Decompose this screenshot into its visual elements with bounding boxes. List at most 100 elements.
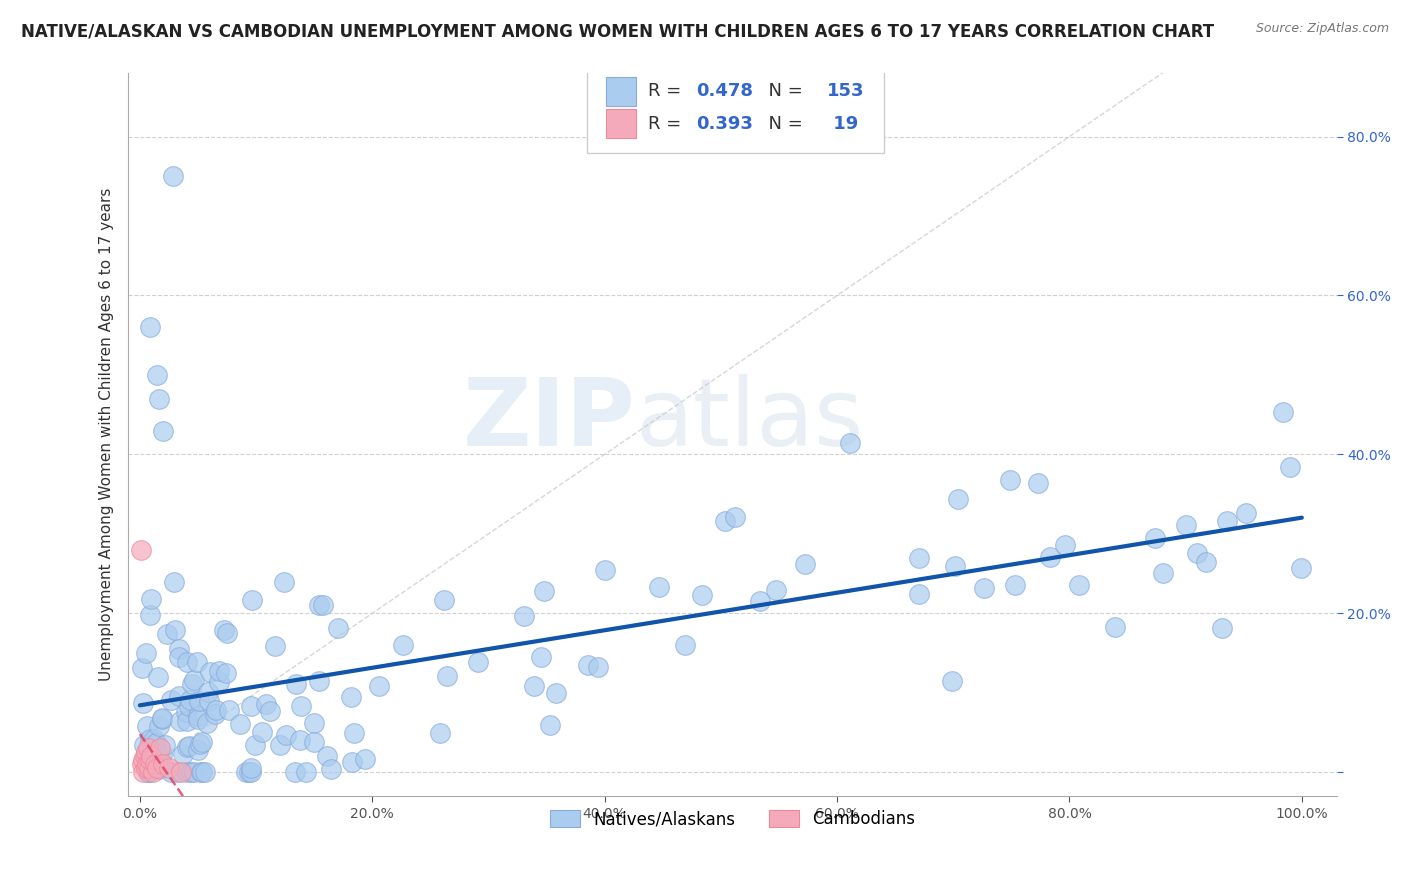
Point (148, 719, 170, 733)
Point (576, 658, 599, 673)
Point (160, 765, 183, 780)
Point (208, 664, 231, 678)
Point (240, 698, 263, 713)
Point (793, 558, 815, 572)
Point (136, 765, 159, 780)
Point (176, 765, 198, 780)
Point (195, 715, 218, 730)
Point (160, 693, 183, 707)
Point (302, 715, 325, 730)
Y-axis label: Unemployment Among Women with Children Ages 6 to 17 years: Unemployment Among Women with Children A… (100, 188, 114, 681)
Point (586, 660, 609, 674)
Point (139, 320, 162, 334)
Point (150, 712, 173, 726)
Point (191, 765, 214, 780)
Point (135, 745, 157, 759)
Point (259, 704, 281, 718)
Point (148, 751, 170, 765)
Point (162, 169, 184, 184)
Point (748, 594, 770, 608)
Point (1004, 578, 1026, 592)
Point (513, 609, 536, 624)
Point (138, 765, 160, 780)
Point (229, 717, 252, 731)
Text: Source: ZipAtlas.com: Source: ZipAtlas.com (1256, 22, 1389, 36)
Point (1053, 538, 1076, 552)
Point (1039, 550, 1062, 565)
Point (342, 756, 364, 770)
Point (136, 719, 159, 733)
Text: 153: 153 (827, 82, 865, 100)
Point (167, 641, 190, 656)
Text: 19: 19 (827, 114, 858, 133)
Point (243, 738, 266, 752)
Point (152, 757, 174, 772)
FancyBboxPatch shape (606, 77, 636, 105)
Point (131, 757, 153, 772)
Point (308, 599, 330, 613)
Point (533, 584, 555, 599)
Text: ZIP: ZIP (463, 374, 636, 467)
Point (273, 574, 295, 589)
Point (973, 581, 995, 595)
Text: atlas: atlas (636, 374, 865, 467)
Point (1175, 517, 1198, 532)
Point (145, 736, 167, 750)
Point (274, 727, 297, 741)
Point (148, 670, 170, 684)
Point (1279, 460, 1302, 475)
Point (148, 392, 170, 406)
Point (308, 674, 330, 689)
FancyBboxPatch shape (588, 68, 883, 153)
Text: NATIVE/ALASKAN VS CAMBODIAN UNEMPLOYMENT AMONG WOMEN WITH CHILDREN AGES 6 TO 17 : NATIVE/ALASKAN VS CAMBODIAN UNEMPLOYMENT… (21, 22, 1215, 40)
Point (150, 747, 173, 761)
Point (316, 749, 339, 764)
Point (343, 726, 366, 740)
Text: N =: N = (756, 82, 808, 100)
Point (180, 677, 202, 691)
Point (340, 690, 363, 704)
Point (167, 689, 190, 703)
Point (467, 655, 489, 669)
Point (180, 765, 202, 780)
Point (141, 749, 163, 764)
Point (263, 639, 285, 653)
Point (1144, 531, 1167, 545)
Point (136, 765, 159, 780)
Point (129, 542, 152, 557)
Point (150, 711, 173, 725)
Point (673, 638, 696, 652)
Point (177, 699, 200, 714)
Point (252, 725, 274, 739)
Text: N =: N = (756, 114, 808, 133)
Point (153, 739, 176, 753)
Point (538, 718, 561, 732)
Point (141, 747, 163, 762)
Point (146, 761, 169, 775)
Point (1234, 506, 1257, 520)
Point (157, 761, 180, 775)
Point (132, 739, 155, 753)
Point (433, 593, 456, 607)
Point (190, 765, 212, 780)
Point (143, 732, 166, 747)
Point (368, 679, 391, 693)
Point (907, 587, 929, 601)
Point (436, 669, 458, 683)
Point (312, 598, 335, 612)
Point (163, 574, 186, 589)
Point (690, 588, 713, 602)
Point (1152, 566, 1174, 580)
Point (724, 510, 747, 524)
Text: R =: R = (648, 82, 688, 100)
Point (139, 732, 162, 747)
Point (269, 738, 291, 752)
Point (169, 650, 191, 665)
Point (139, 753, 162, 767)
Point (1185, 546, 1208, 560)
Point (204, 706, 226, 721)
Point (169, 714, 191, 729)
Point (593, 563, 616, 577)
Point (304, 734, 326, 748)
Point (165, 624, 187, 638)
